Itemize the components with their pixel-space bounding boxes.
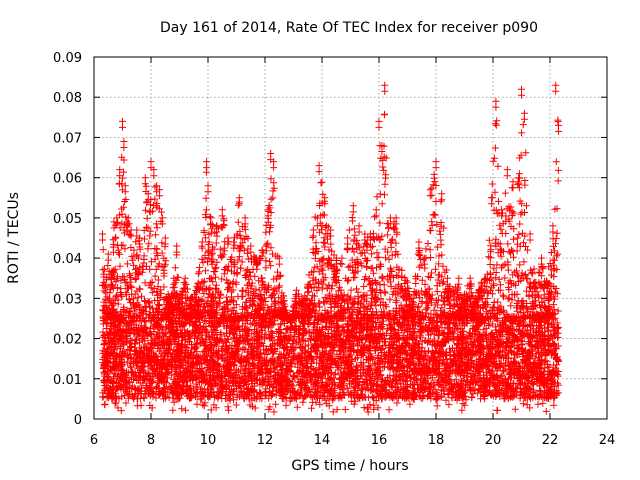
data-points [99,81,562,416]
data-point [178,405,186,413]
data-point [293,403,301,411]
data-point [122,399,130,407]
data-point [225,406,233,414]
data-point [112,399,120,407]
data-point [493,406,501,414]
data-point [433,402,441,410]
data-point [428,348,436,356]
data-point [433,388,441,396]
data-point [205,332,213,340]
data-point [182,406,190,414]
data-point [410,342,418,349]
chart-title: Day 161 of 2014, Rate Of TEC Index for r… [160,20,538,36]
data-point [529,334,536,342]
data-point [101,400,109,408]
data-point [147,340,155,348]
data-point [169,406,177,414]
data-point [99,393,107,401]
data-point [333,406,341,414]
data-point [248,403,256,411]
data-point [282,401,290,409]
data-point [459,400,467,408]
data-point [368,318,376,325]
data-point [224,403,232,411]
data-point [193,400,201,408]
data-point [125,339,133,347]
data-point [550,401,558,409]
data-point [461,401,469,409]
data-point [491,323,499,331]
data-point [393,399,401,407]
data-point [519,400,527,408]
data-point [406,400,414,408]
data-point [553,361,561,369]
data-point [485,322,493,329]
data-point [386,363,394,371]
data-point [133,402,141,410]
data-point [142,383,150,391]
data-point [341,406,349,413]
data-point [308,404,315,412]
data-point [534,400,542,408]
data-point [132,321,140,329]
data-point [252,376,260,384]
data-point [385,406,393,414]
data-point [511,405,519,413]
data-point [542,407,550,415]
